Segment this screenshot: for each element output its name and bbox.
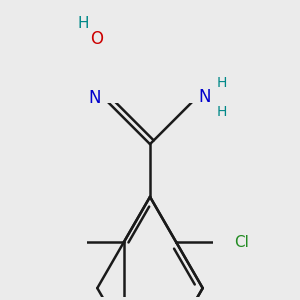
Text: H: H xyxy=(217,76,227,90)
Text: O: O xyxy=(90,30,103,48)
Text: H: H xyxy=(217,105,227,119)
Text: N: N xyxy=(88,89,100,107)
Text: Cl: Cl xyxy=(234,235,249,250)
Text: H: H xyxy=(78,16,89,31)
Text: N: N xyxy=(198,88,211,106)
